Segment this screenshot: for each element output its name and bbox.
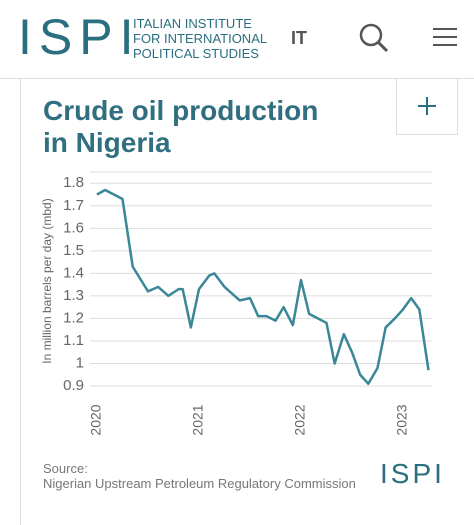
source-label: Source:: [43, 461, 88, 476]
y-tick-label: 1.2: [63, 309, 84, 326]
expand-button[interactable]: [396, 78, 458, 135]
data-line: [96, 188, 430, 385]
x-tick-label: 2023: [394, 404, 410, 435]
institute-name: ITALIAN INSTITUTE FOR INTERNATIONAL POLI…: [133, 16, 267, 61]
y-tick-label: 1.1: [63, 332, 84, 349]
name-line: FOR INTERNATIONAL: [133, 31, 268, 46]
x-tick-label: 2021: [190, 404, 206, 435]
y-tick-label: 1.5: [63, 242, 84, 259]
x-tick-label: 2020: [88, 404, 104, 435]
source-logo: ISPI: [380, 458, 445, 489]
header: ISPI ITALIAN INSTITUTE FOR INTERNATIONAL…: [0, 0, 474, 79]
menu-icon[interactable]: [432, 26, 458, 48]
chart-title: Crude oil production in Nigeria: [43, 95, 319, 158]
y-tick-label: 1.8: [63, 174, 84, 191]
card-border: [20, 78, 21, 525]
y-tick-label: 1: [76, 354, 84, 371]
name-line: ITALIAN INSTITUTE: [133, 16, 252, 31]
y-tick-label: 1.6: [63, 219, 84, 236]
name-line: POLITICAL STUDIES: [133, 46, 259, 61]
y-tick-label: 1.3: [63, 287, 84, 304]
logo[interactable]: ISPI: [18, 9, 141, 65]
language-switch[interactable]: IT: [291, 28, 307, 48]
y-tick-label: 1.7: [63, 197, 84, 214]
y-axis-label: In million barrels per day (mbd): [40, 198, 54, 363]
search-icon[interactable]: [358, 22, 390, 54]
x-tick-label: 2022: [292, 404, 308, 435]
y-tick-label: 1.4: [63, 264, 84, 281]
y-tick-label: 0.9: [63, 377, 84, 394]
source-text: Nigerian Upstream Petroleum Regulatory C…: [43, 476, 356, 491]
plus-icon: [418, 97, 436, 115]
